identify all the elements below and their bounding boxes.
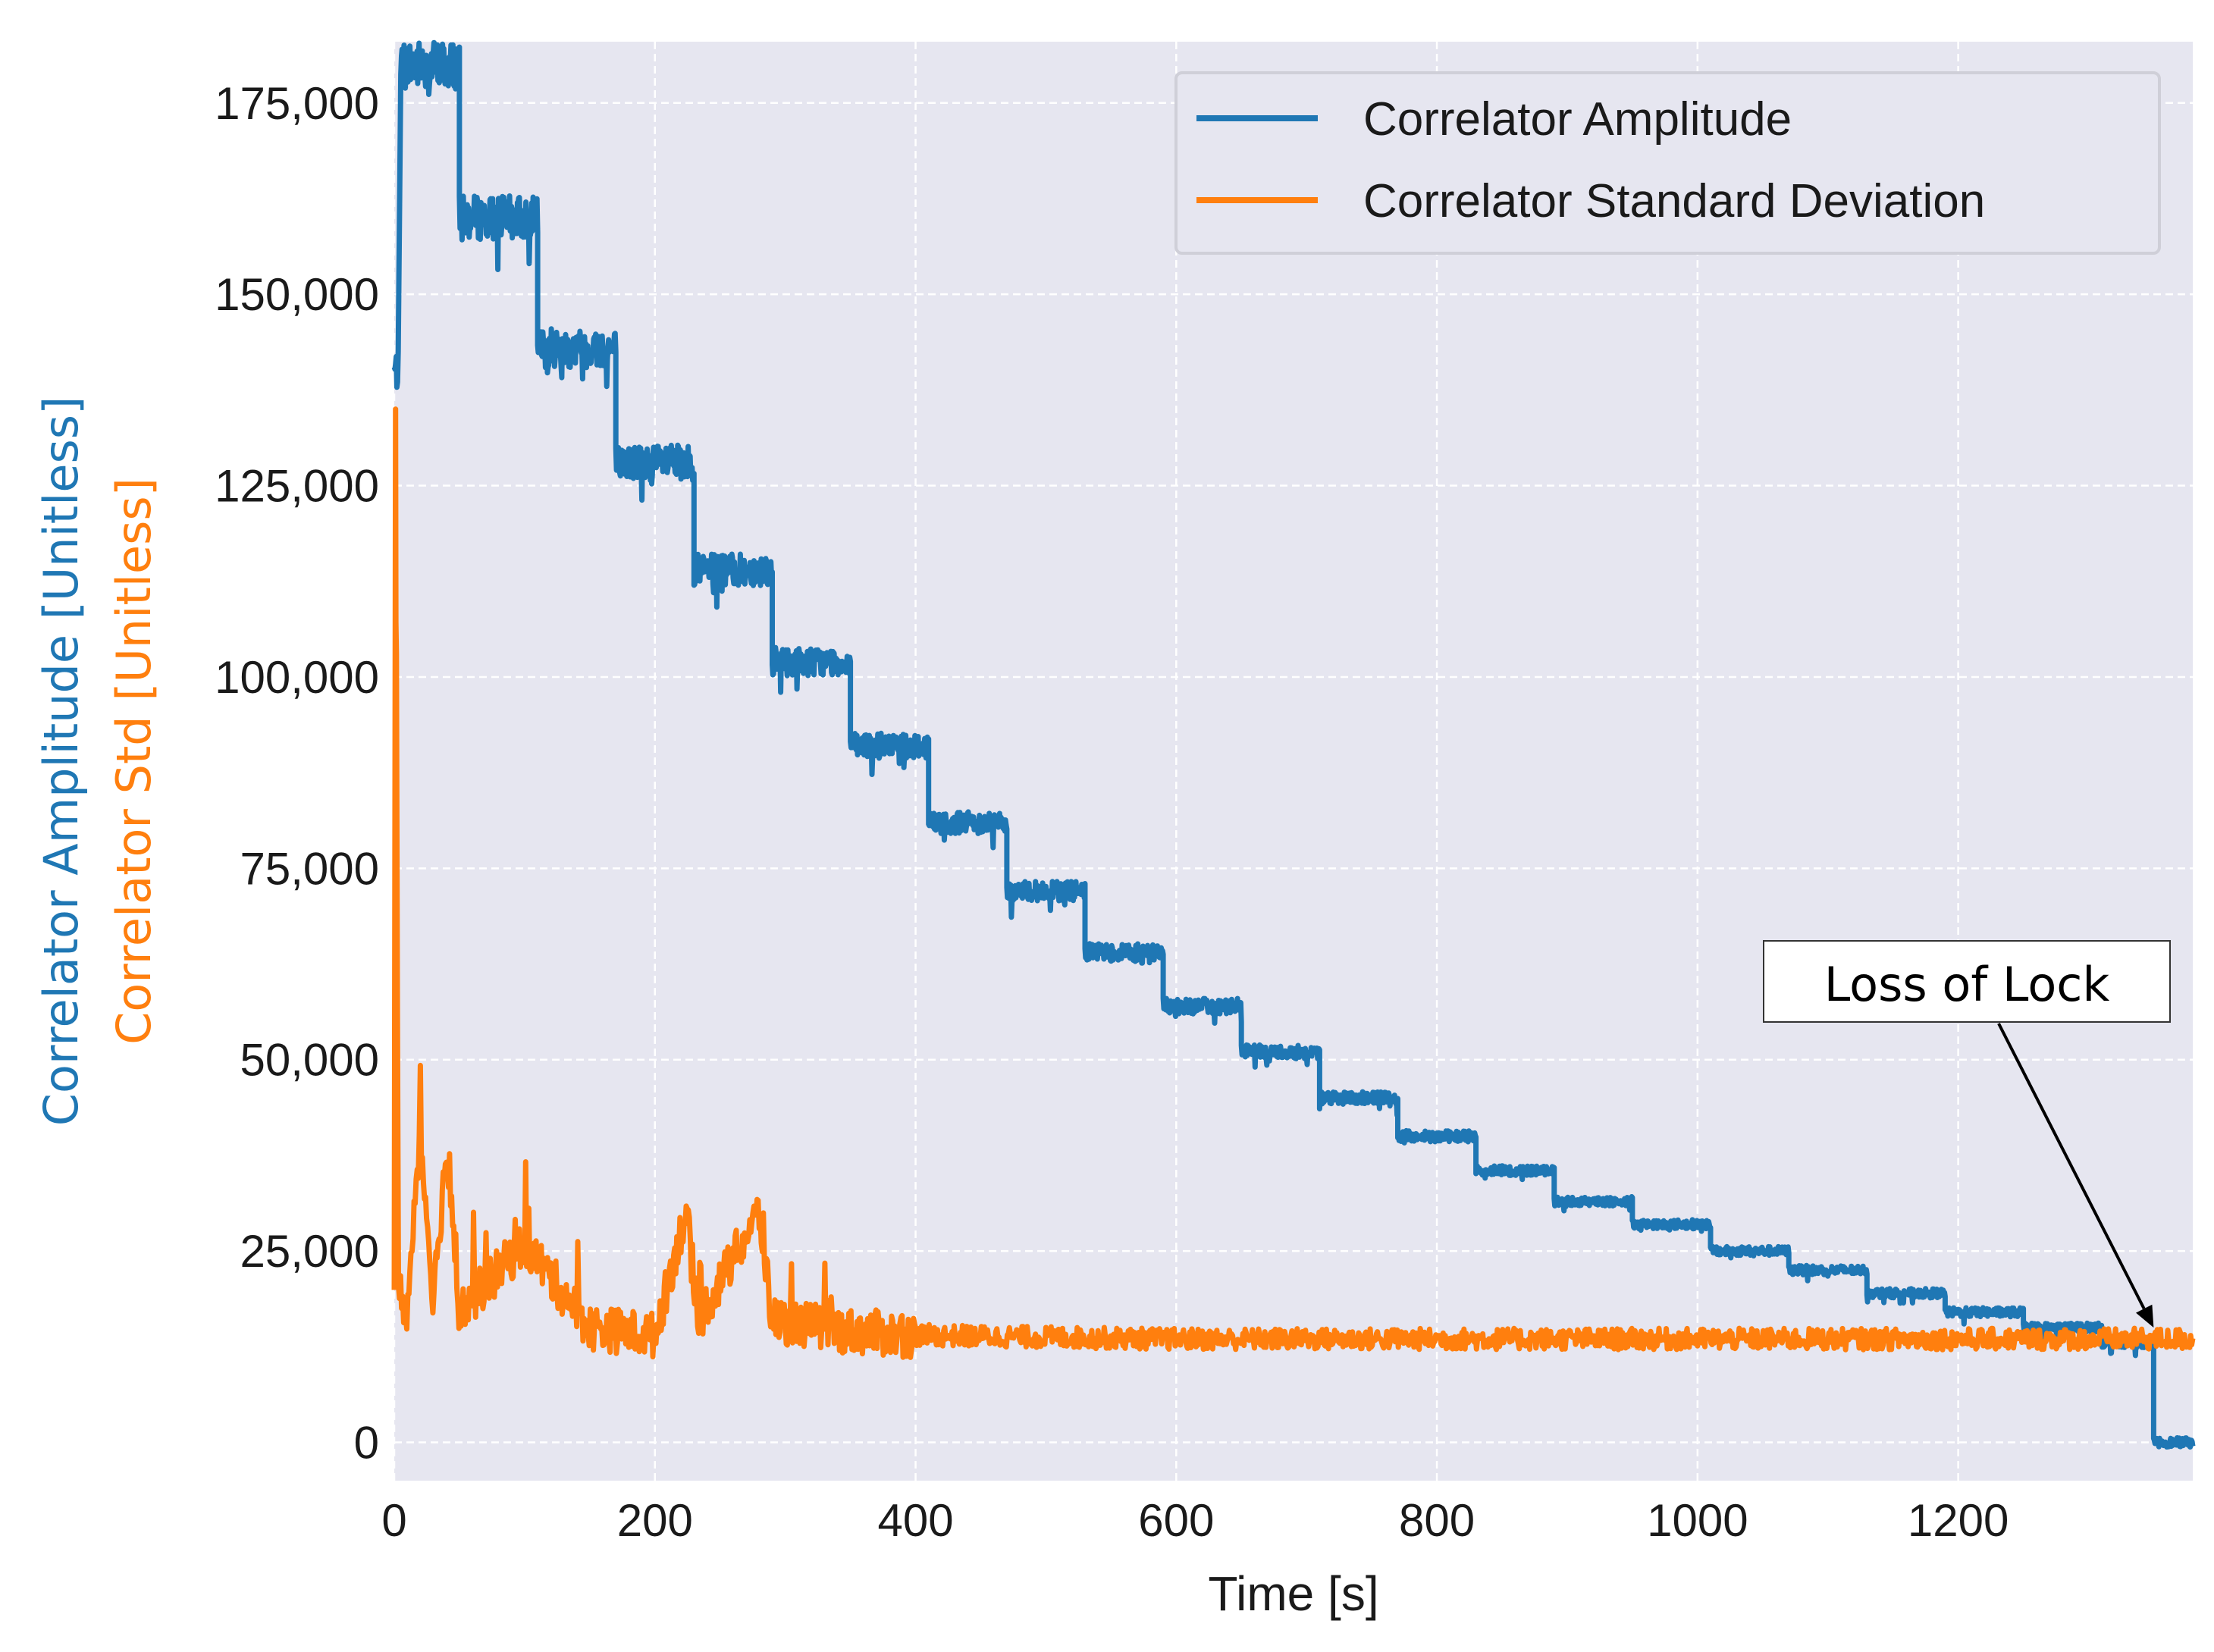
x-tick-label: 400	[877, 1495, 953, 1546]
y-tick-label: 50,000	[240, 1035, 379, 1086]
annotation-arrow	[1997, 1023, 2146, 1310]
y-axis-title-primary: Correlator Amplitude [Unitless]	[33, 397, 89, 1127]
x-tick-label: 1000	[1647, 1495, 1748, 1546]
y-tick-label: 175,000	[215, 78, 379, 129]
data-series	[391, 39, 2196, 1450]
x-tick-label: 800	[1399, 1495, 1475, 1546]
y-tick-label: 150,000	[215, 269, 379, 320]
annotation-text: Loss of Lock	[1824, 957, 2110, 1012]
legend: Correlator Amplitude Correlator Standard…	[1174, 71, 2161, 255]
annotation-loss-of-lock: Loss of Lock	[1763, 940, 2171, 1328]
y-axis-ticks: 0 25,000 50,000 75,000 100,000 125,000 150,000…	[215, 78, 379, 1469]
annotation-arrowhead	[2136, 1304, 2154, 1328]
plot-background	[394, 42, 2193, 1481]
annotation-box	[1763, 940, 2171, 1023]
y-tick-label: 25,000	[240, 1226, 379, 1277]
y-tick-label: 125,000	[215, 461, 379, 512]
legend-box	[1174, 71, 2161, 255]
y-tick-label: 100,000	[215, 652, 379, 703]
x-tick-label: 200	[617, 1495, 693, 1546]
y-axis-title-secondary: Correlator Std [Unitless]	[106, 478, 162, 1045]
series-line-std	[391, 406, 2196, 1360]
x-tick-label: 600	[1138, 1495, 1214, 1546]
x-axis-ticks: 0 200 400 600 800 1000 1200	[381, 1495, 2009, 1546]
x-tick-label: 0	[381, 1495, 406, 1546]
legend-label-amplitude: Correlator Amplitude	[1363, 93, 1792, 146]
series-line-amplitude	[391, 39, 2196, 1450]
y-tick-label: 0	[354, 1418, 379, 1469]
legend-label-std: Correlator Standard Deviation	[1363, 175, 1985, 227]
x-axis-title: Time [s]	[1208, 1566, 1378, 1621]
y-tick-label: 75,000	[240, 843, 379, 894]
x-tick-label: 1200	[1908, 1495, 2009, 1546]
